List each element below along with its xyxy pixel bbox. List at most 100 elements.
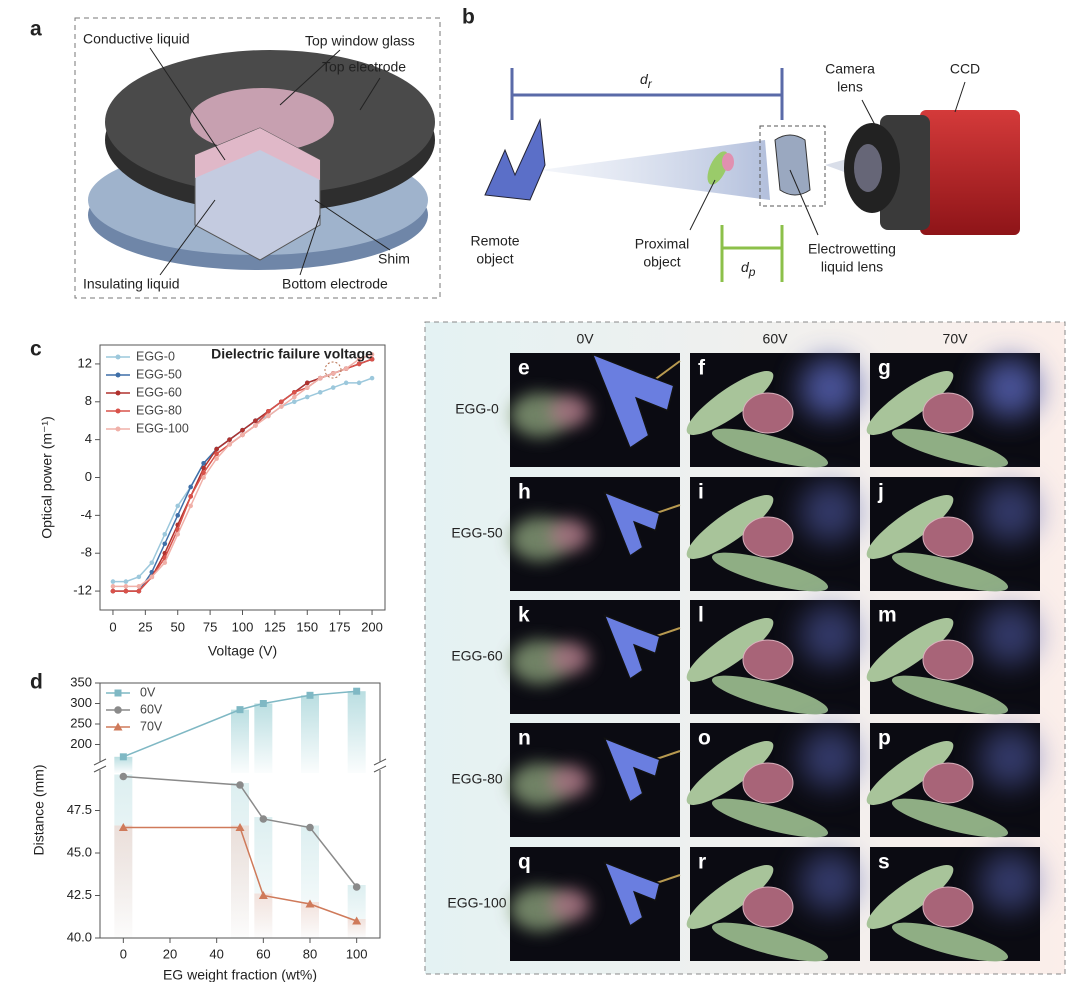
x-tick-label: 200 bbox=[361, 619, 383, 634]
legend-label: EGG-100 bbox=[136, 421, 189, 435]
leaf bbox=[866, 618, 954, 682]
point bbox=[317, 375, 323, 381]
point bbox=[266, 413, 271, 419]
x-tick-label: 80 bbox=[303, 946, 317, 961]
y-tick-label: 300 bbox=[70, 695, 92, 710]
photo bbox=[510, 847, 681, 961]
legend-marker bbox=[115, 354, 121, 360]
shade-column bbox=[231, 709, 249, 773]
bud bbox=[922, 392, 974, 434]
lens-glass bbox=[854, 144, 882, 192]
leaf bbox=[866, 741, 954, 805]
x-tick-label: 100 bbox=[232, 619, 254, 634]
ccd-label: CCD bbox=[950, 61, 980, 77]
shade-column bbox=[254, 703, 273, 773]
bud bbox=[922, 762, 974, 804]
x-tick-label: 40 bbox=[209, 946, 223, 961]
y-tick-label: -4 bbox=[80, 507, 92, 522]
legend-label: 60V bbox=[140, 702, 163, 716]
butterfly bbox=[603, 860, 661, 928]
row-label: EGG-100 bbox=[447, 895, 506, 911]
point bbox=[258, 891, 268, 899]
x-tick-label: 0 bbox=[109, 619, 116, 634]
y-tick-label: 12 bbox=[78, 355, 92, 370]
photo bbox=[510, 477, 681, 591]
y-tick-label: 8 bbox=[85, 393, 92, 408]
panel-letter: q bbox=[518, 851, 531, 874]
point bbox=[240, 427, 245, 433]
x-tick-label: 75 bbox=[203, 619, 217, 634]
callout-label: Bottom electrode bbox=[282, 276, 388, 292]
point bbox=[235, 823, 245, 831]
panel-letter: l bbox=[698, 604, 704, 627]
x-tick-label: 50 bbox=[170, 619, 184, 634]
point bbox=[123, 584, 129, 589]
y-tick-label: 4 bbox=[85, 431, 92, 446]
axis-frame bbox=[99, 682, 381, 939]
photo bbox=[686, 353, 860, 468]
point bbox=[253, 418, 258, 424]
point bbox=[279, 399, 284, 405]
diagram-a bbox=[74, 17, 441, 299]
point bbox=[306, 823, 314, 832]
bud bbox=[742, 762, 794, 804]
point bbox=[343, 366, 349, 371]
photo bbox=[686, 723, 860, 838]
shade-column bbox=[347, 919, 366, 938]
callout-label: Conductive liquid bbox=[83, 31, 190, 47]
legend-label: EGG-0 bbox=[136, 349, 175, 363]
point bbox=[304, 394, 310, 400]
leaf bbox=[711, 428, 829, 468]
leaf bbox=[711, 922, 829, 962]
point bbox=[236, 706, 244, 714]
point bbox=[317, 390, 323, 395]
photo bbox=[686, 477, 860, 592]
point bbox=[356, 380, 362, 386]
window-glass bbox=[190, 88, 334, 152]
blurred-bud bbox=[550, 642, 590, 674]
panel-letter: c bbox=[30, 338, 42, 361]
photo bbox=[686, 600, 860, 715]
butterfly bbox=[484, 118, 546, 201]
bud bbox=[922, 886, 974, 928]
blurred-butterfly bbox=[980, 358, 1040, 418]
panel-letter: a bbox=[30, 18, 42, 41]
photo bbox=[866, 600, 1040, 715]
point bbox=[292, 399, 297, 405]
callout-label: Top electrode bbox=[322, 59, 406, 75]
x-axis-label: EG weight fraction (wt%) bbox=[163, 967, 317, 982]
point bbox=[305, 899, 315, 908]
x-tick-label: 125 bbox=[264, 619, 286, 634]
blurred-butterfly bbox=[800, 482, 860, 542]
bud bbox=[722, 153, 734, 171]
point bbox=[175, 531, 181, 537]
panel-letter: d bbox=[30, 671, 43, 694]
point bbox=[136, 584, 142, 589]
panel-letter: j bbox=[877, 481, 884, 504]
blurred-bud bbox=[550, 765, 590, 797]
callout-label: Proximal bbox=[635, 236, 689, 252]
point bbox=[162, 541, 168, 547]
callout-label: Camera bbox=[825, 61, 875, 77]
bud bbox=[742, 886, 794, 928]
axis-break bbox=[373, 758, 387, 773]
light-cone bbox=[540, 140, 770, 200]
panel-letter: m bbox=[878, 604, 897, 627]
shade-column bbox=[114, 756, 133, 773]
blurred-butterfly bbox=[800, 605, 860, 665]
leaf bbox=[891, 428, 1009, 468]
legend-marker bbox=[115, 372, 121, 378]
blurred-butterfly bbox=[980, 852, 1040, 912]
point bbox=[266, 408, 271, 414]
dp-label: dp bbox=[741, 259, 756, 279]
leaf bbox=[891, 552, 1009, 592]
point bbox=[352, 916, 362, 925]
blurred-bud bbox=[550, 519, 590, 551]
blurred-bud bbox=[550, 889, 590, 921]
leaf bbox=[686, 371, 774, 435]
callout-label: Remote bbox=[470, 233, 519, 249]
x-tick-label: 100 bbox=[346, 946, 368, 961]
shade-column bbox=[254, 893, 273, 938]
ccd-body bbox=[920, 110, 1020, 235]
blurred-butterfly bbox=[800, 852, 860, 912]
